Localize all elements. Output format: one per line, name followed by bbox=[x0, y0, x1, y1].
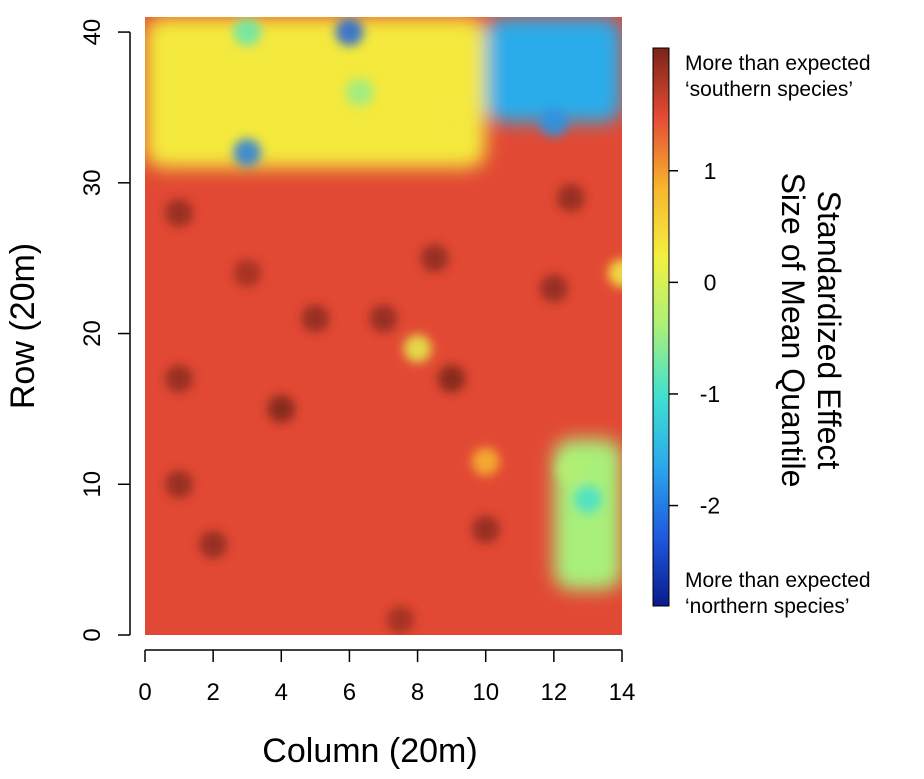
colorbar-tick-label: -1 bbox=[700, 381, 720, 407]
heatmap-hotspot bbox=[386, 605, 415, 634]
colorbar-ticks: 1 0 -1 -2 bbox=[669, 158, 720, 519]
colorbar-title-line2: Size of Mean Quantile bbox=[775, 173, 811, 488]
heatmap-hotspot bbox=[403, 334, 432, 363]
colorbar-bottom-label-line1: More than expected bbox=[685, 569, 871, 592]
heatmap-hotspot bbox=[556, 455, 585, 484]
colorbar-tick-label: 1 bbox=[704, 158, 717, 184]
y-axis: 0 10 20 30 40 bbox=[79, 19, 131, 642]
y-tick-label: 40 bbox=[79, 19, 106, 46]
y-tick-label: 0 bbox=[79, 628, 106, 641]
heatmap-hotspot bbox=[233, 259, 262, 288]
heatmap-hotspot bbox=[573, 485, 602, 514]
heatmap-hotspot bbox=[369, 304, 398, 333]
y-tick-label: 20 bbox=[79, 320, 106, 347]
heatmap-hotspot bbox=[345, 78, 374, 107]
colorbar-title-line1: Standardized Effect bbox=[811, 191, 847, 470]
colorbar-top-label-line1: More than expected bbox=[685, 52, 871, 75]
heatmap-hotspot bbox=[165, 470, 194, 499]
x-tick-label: 4 bbox=[275, 679, 288, 706]
x-tick-label: 0 bbox=[138, 679, 151, 706]
colorbar-bottom-label-line2: ‘northern species’ bbox=[685, 595, 850, 618]
x-tick-label: 2 bbox=[206, 679, 219, 706]
x-axis-label: Column (20m) bbox=[262, 732, 477, 770]
heatmap-surface bbox=[145, 17, 622, 635]
heatmap-region-northwest-mixed-band bbox=[145, 17, 486, 168]
x-axis: 0 2 4 6 8 10 12 14 bbox=[138, 649, 636, 706]
heatmap-hotspot bbox=[301, 304, 330, 333]
heatmap-hotspot bbox=[539, 274, 568, 303]
heatmap-hotspot bbox=[233, 138, 262, 167]
heatmap-hotspot bbox=[608, 259, 622, 288]
y-tick-label: 10 bbox=[79, 471, 106, 498]
heatmap-hotspots bbox=[165, 18, 622, 634]
heatmap-hotspot bbox=[233, 18, 262, 47]
x-tick-label: 6 bbox=[343, 679, 356, 706]
y-tick-label: 30 bbox=[79, 169, 106, 196]
heatmap-hotspot bbox=[556, 183, 585, 212]
heatmap-regions bbox=[145, 17, 622, 590]
colorbar-tick-label: 0 bbox=[704, 269, 717, 295]
x-tick-label: 10 bbox=[472, 679, 499, 706]
heatmap-region-northeast-negative bbox=[485, 17, 622, 123]
heatmap-hotspot bbox=[267, 394, 296, 423]
heatmap-hotspot bbox=[471, 515, 500, 544]
x-tick-label: 14 bbox=[609, 679, 636, 706]
heatmap-hotspot bbox=[165, 364, 194, 393]
heatmap-hotspot bbox=[165, 198, 194, 227]
heatmap-hotspot bbox=[437, 364, 466, 393]
heatmap-hotspot bbox=[471, 447, 500, 476]
heatmap-hotspot bbox=[199, 530, 228, 559]
y-axis-label: Row (20m) bbox=[4, 243, 42, 409]
x-tick-label: 12 bbox=[541, 679, 568, 706]
colorbar-top-label-line2: ‘southern species’ bbox=[685, 78, 853, 101]
colorbar bbox=[652, 47, 670, 607]
heatmap-hotspot bbox=[539, 108, 568, 137]
heatmap-hotspot bbox=[437, 108, 466, 137]
heatmap-hotspot bbox=[335, 18, 364, 47]
colorbar-tick-label: -2 bbox=[700, 493, 720, 519]
x-tick-label: 8 bbox=[411, 679, 424, 706]
heatmap-hotspot bbox=[420, 244, 449, 273]
